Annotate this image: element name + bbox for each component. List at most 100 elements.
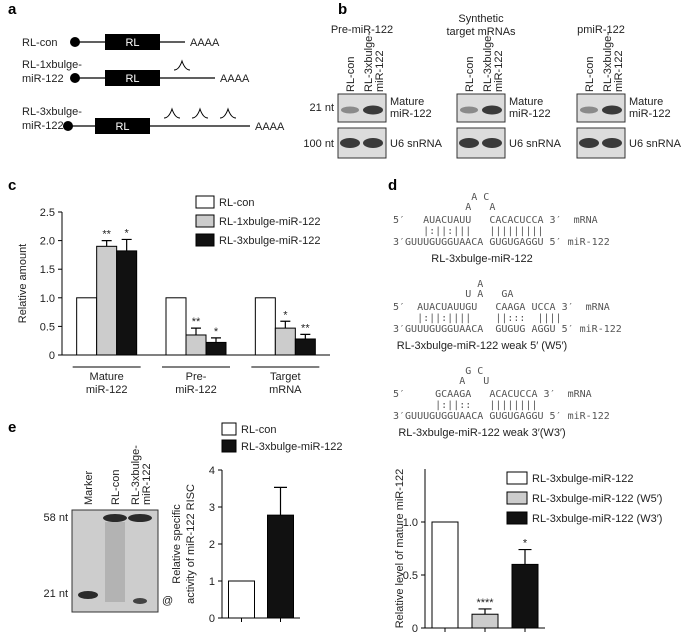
- construct-label: RL-3xbulge-: [22, 106, 82, 118]
- bulge: [219, 107, 237, 119]
- y-axis-label: activity of miR-122 RISC: [185, 484, 197, 604]
- band: [133, 598, 147, 604]
- loop: A C: [393, 192, 489, 203]
- pairing: |:||:|||| ||::: ||||: [393, 313, 562, 324]
- band-label: miR-122: [509, 108, 551, 120]
- bar: [205, 341, 227, 356]
- band: [482, 105, 502, 115]
- bar: [431, 521, 459, 629]
- legend-swatch: [506, 511, 528, 525]
- y-tick-label: 1.5: [40, 264, 55, 276]
- bar: [294, 338, 316, 356]
- band: [460, 106, 478, 114]
- lane-label: RL-con: [110, 470, 122, 505]
- poly-a: AAAA: [220, 73, 250, 85]
- poly-a: AAAA: [255, 121, 285, 133]
- band: [602, 138, 622, 148]
- alignment-name: RL-3xbulge-miR-122: [431, 253, 533, 265]
- y-tick-label: 4: [209, 465, 215, 477]
- error-bar: [191, 327, 201, 335]
- y-axis-label: Relative level of mature miR-122: [394, 469, 406, 629]
- y-axis-label: Relative amount: [17, 244, 29, 324]
- x-tick-label: Pre-: [186, 371, 207, 383]
- significance: *: [125, 227, 130, 239]
- error-bar: [274, 486, 287, 516]
- legend-label: RL-1xbulge-miR-122: [219, 216, 321, 228]
- bulge: [191, 107, 209, 119]
- panel-letter: a: [8, 1, 17, 18]
- lane-label: RL-con: [584, 57, 596, 92]
- y-axis-label: Relative specific: [171, 504, 183, 584]
- blot-title: pmiR-122: [577, 24, 625, 36]
- band: [482, 138, 502, 148]
- error-bar: [518, 548, 532, 565]
- x-tick-label: Mature: [90, 371, 124, 383]
- significance: *: [283, 309, 288, 321]
- pairing: |:||:||| |||||||||: [393, 226, 544, 237]
- significance: *: [523, 538, 528, 550]
- legend-swatch: [195, 214, 215, 228]
- lane-label: miR-122: [374, 50, 386, 92]
- bar: [228, 580, 255, 619]
- significance: ****: [476, 597, 494, 609]
- significance: *: [214, 326, 219, 338]
- lane-label: RL-3xbulge-: [482, 32, 494, 92]
- alignment-name: RL-3xbulge-miR-122 weak 3′(W3′): [398, 427, 565, 439]
- orf-box: [105, 34, 160, 50]
- orf-label: RL: [125, 73, 139, 85]
- mrna-seq: 5′ GCAAGA ACACUCCA 3′ mRNA: [393, 389, 592, 400]
- legend-swatch: [221, 439, 237, 453]
- legend-swatch: [221, 422, 237, 436]
- band: [340, 138, 360, 148]
- lane-label: RL-3xbulge-: [602, 32, 614, 92]
- bar: [165, 297, 187, 356]
- legend-swatch: [506, 471, 528, 485]
- band: [579, 138, 599, 148]
- y-tick-label: 2.0: [40, 236, 55, 248]
- band: [128, 514, 152, 522]
- legend-label: RL-3xbulge-miR-122: [241, 441, 343, 453]
- bar: [254, 297, 276, 356]
- y-tick-label: 0.5: [40, 321, 55, 333]
- blot-title: Pre-miR-122: [331, 24, 393, 36]
- error-bar: [300, 333, 311, 339]
- blot-title: Synthetic: [458, 13, 504, 25]
- x-tick-label: Target: [270, 371, 301, 383]
- legend-swatch: [195, 195, 215, 209]
- legend-label: RL-3xbulge-miR-122 (W3′): [532, 513, 662, 525]
- y-tick-label: 0: [209, 613, 215, 625]
- bar: [267, 514, 294, 619]
- bar: [274, 327, 296, 356]
- band-label: U6 snRNA: [390, 138, 443, 150]
- bar: [471, 613, 499, 629]
- legend-label: RL-3xbulge-miR-122: [532, 473, 634, 485]
- y-tick-label: 3: [209, 502, 215, 514]
- x-tick-label: miR-122: [175, 384, 217, 396]
- cap: [70, 37, 80, 47]
- loop: U A GA: [393, 289, 513, 300]
- bar: [185, 334, 207, 356]
- blot-title: target mRNAs: [446, 26, 516, 38]
- error-bar: [121, 238, 132, 251]
- y-tick-label: 0.5: [403, 570, 418, 582]
- orf-label: RL: [115, 121, 129, 133]
- bulge: [163, 107, 181, 119]
- y-tick-label: 0: [49, 350, 55, 362]
- pairing: |:||:: ||||||||: [393, 400, 538, 411]
- orf-label: RL: [125, 37, 139, 49]
- cap: [63, 121, 73, 131]
- lane-label: miR-122: [613, 50, 625, 92]
- construct-label: miR-122: [22, 73, 64, 85]
- panel-letter: d: [388, 177, 397, 194]
- band-label: U6 snRNA: [629, 138, 682, 150]
- lane-label: RL-3xbulge-: [130, 445, 142, 505]
- orf-box: [105, 70, 160, 86]
- lane-label: RL-con: [345, 57, 357, 92]
- y-tick-label: 2: [209, 539, 215, 551]
- alignment-name: RL-3xbulge-miR-122 weak 5′ (W5′): [397, 340, 567, 352]
- gel-mark: @: [162, 595, 173, 607]
- legend-swatch: [506, 491, 528, 505]
- lane-label: RL-con: [464, 57, 476, 92]
- significance: **: [301, 322, 310, 334]
- lane-label: RL-3xbulge-: [363, 32, 375, 92]
